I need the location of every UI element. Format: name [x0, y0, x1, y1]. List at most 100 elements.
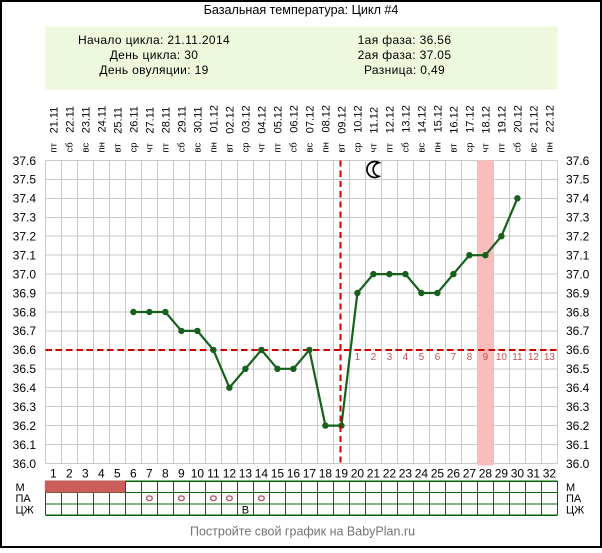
svg-text:3: 3: [387, 352, 393, 363]
svg-text:5: 5: [114, 466, 121, 480]
svg-text:36.7: 36.7: [566, 324, 590, 338]
svg-text:Разница: 0,49: Разница: 0,49: [364, 63, 445, 77]
svg-text:Базальная температура: Цикл #4: Базальная температура: Цикл #4: [204, 3, 399, 17]
svg-text:36.5: 36.5: [566, 362, 590, 376]
svg-text:36.3: 36.3: [566, 400, 590, 414]
svg-text:36.4: 36.4: [566, 381, 590, 395]
svg-text:10: 10: [191, 466, 205, 480]
svg-text:4: 4: [98, 466, 105, 480]
svg-text:ЦЖ: ЦЖ: [566, 505, 584, 517]
svg-text:Постройте свой график на BabyP: Постройте свой график на BabyPlan.ru: [190, 524, 415, 538]
svg-text:15: 15: [271, 466, 285, 480]
svg-text:пт19.12: пт19.12: [496, 106, 508, 153]
svg-text:вт02.12: вт02.12: [224, 106, 236, 152]
svg-text:8: 8: [467, 352, 473, 363]
svg-text:День овуляции: 19: День овуляции: 19: [99, 63, 208, 77]
svg-text:2: 2: [66, 466, 73, 480]
svg-text:пт05.12: пт05.12: [272, 106, 284, 153]
svg-text:37.0: 37.0: [566, 267, 590, 281]
svg-text:11: 11: [512, 352, 523, 363]
svg-text:чт11.12: чт11.12: [368, 107, 380, 153]
svg-text:37.1: 37.1: [566, 249, 590, 263]
svg-text:Начало цикла: 21.11.2014: Начало цикла: 21.11.2014: [78, 33, 230, 47]
svg-text:36.7: 36.7: [13, 324, 37, 338]
svg-text:16: 16: [287, 466, 301, 480]
svg-text:сб29.11: сб29.11: [176, 106, 188, 153]
svg-text:13: 13: [544, 352, 556, 363]
svg-text:6: 6: [435, 352, 441, 363]
svg-text:36.0: 36.0: [13, 457, 37, 471]
svg-text:36.1: 36.1: [13, 438, 37, 452]
svg-text:3: 3: [82, 466, 89, 480]
svg-text:36.8: 36.8: [566, 305, 590, 319]
svg-text:1: 1: [355, 352, 361, 363]
svg-text:21: 21: [367, 466, 381, 480]
svg-text:чт18.12: чт18.12: [480, 106, 492, 152]
svg-text:вс23.11: вс23.11: [80, 106, 92, 152]
svg-text:37.4: 37.4: [566, 192, 590, 206]
svg-text:пт28.11: пт28.11: [160, 107, 172, 153]
svg-text:37.4: 37.4: [13, 192, 37, 206]
svg-text:37.6: 37.6: [566, 154, 590, 168]
svg-text:вс21.12: вс21.12: [528, 106, 540, 153]
svg-text:17: 17: [303, 466, 317, 480]
svg-text:36.8: 36.8: [13, 305, 37, 319]
svg-text:27: 27: [463, 466, 477, 480]
svg-text:37.5: 37.5: [13, 173, 37, 187]
svg-text:36.3: 36.3: [13, 400, 37, 414]
svg-text:7: 7: [451, 352, 457, 363]
svg-text:9: 9: [483, 352, 489, 363]
svg-text:сб06.12: сб06.12: [288, 105, 300, 152]
svg-text:пн15.12: пн15.12: [432, 105, 444, 153]
svg-text:ср26.11: ср26.11: [128, 106, 140, 152]
svg-text:День цикла: 30: День цикла: 30: [110, 48, 199, 62]
svg-text:30: 30: [511, 466, 525, 480]
svg-text:пн08.12: пн08.12: [320, 105, 332, 153]
svg-text:8: 8: [162, 466, 169, 480]
svg-text:37.2: 37.2: [13, 230, 37, 244]
svg-text:пн24.11: пн24.11: [96, 106, 108, 153]
svg-text:1: 1: [50, 466, 57, 480]
svg-text:4: 4: [403, 352, 409, 363]
svg-text:вт16.12: вт16.12: [448, 106, 460, 152]
svg-text:37.6: 37.6: [13, 154, 37, 168]
svg-text:М: М: [16, 482, 25, 494]
svg-text:чт04.12: чт04.12: [256, 106, 268, 152]
svg-text:37.3: 37.3: [566, 211, 590, 225]
svg-text:12: 12: [528, 352, 540, 363]
svg-text:пт12.12: пт12.12: [384, 106, 396, 153]
svg-text:ПА: ПА: [16, 493, 32, 505]
svg-text:11: 11: [207, 466, 220, 480]
svg-text:пн22.12: пн22.12: [544, 105, 556, 153]
svg-text:М: М: [566, 482, 575, 494]
svg-text:10: 10: [496, 352, 508, 363]
svg-text:36.0: 36.0: [566, 457, 590, 471]
svg-text:2: 2: [371, 352, 377, 363]
svg-text:ср17.12: ср17.12: [464, 105, 476, 152]
svg-text:36.9: 36.9: [566, 286, 590, 300]
svg-text:37.1: 37.1: [13, 249, 37, 263]
svg-text:вс30.11: вс30.11: [192, 106, 204, 152]
svg-text:ПА: ПА: [566, 493, 582, 505]
svg-text:сб20.12: сб20.12: [512, 105, 524, 152]
svg-text:5: 5: [419, 352, 425, 363]
svg-text:25: 25: [431, 466, 445, 480]
svg-text:9: 9: [178, 466, 185, 480]
svg-text:14: 14: [255, 466, 269, 480]
svg-text:36.6: 36.6: [13, 343, 37, 357]
svg-text:2ая фаза: 37.05: 2ая фаза: 37.05: [358, 48, 452, 62]
svg-text:28: 28: [479, 466, 493, 480]
svg-text:пт21.11: пт21.11: [48, 107, 60, 153]
svg-text:13: 13: [239, 466, 253, 480]
svg-text:26: 26: [447, 466, 461, 480]
svg-text:36.9: 36.9: [13, 286, 37, 300]
svg-text:пн01.12: пн01.12: [208, 105, 220, 153]
svg-text:1ая фаза: 36.56: 1ая фаза: 36.56: [358, 33, 452, 47]
svg-text:23: 23: [399, 466, 413, 480]
svg-text:37.2: 37.2: [566, 230, 590, 244]
svg-text:сб13.12: сб13.12: [400, 105, 412, 152]
svg-text:7: 7: [146, 466, 153, 480]
svg-text:ЦЖ: ЦЖ: [16, 505, 34, 517]
svg-text:вс14.12: вс14.12: [416, 106, 428, 153]
svg-text:37.0: 37.0: [13, 267, 37, 281]
